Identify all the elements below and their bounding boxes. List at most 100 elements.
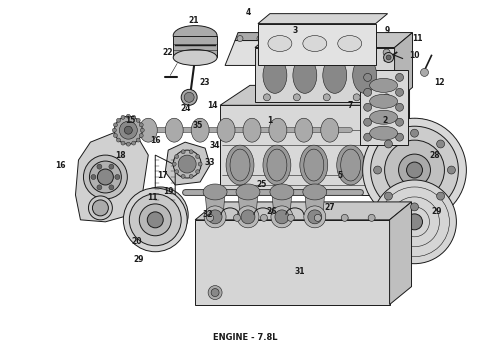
Ellipse shape: [261, 214, 268, 221]
Text: 33: 33: [205, 158, 215, 167]
Ellipse shape: [270, 184, 294, 200]
Ellipse shape: [395, 118, 404, 126]
Ellipse shape: [120, 121, 137, 139]
Ellipse shape: [323, 94, 330, 101]
Ellipse shape: [237, 206, 259, 228]
Ellipse shape: [114, 123, 118, 127]
Ellipse shape: [140, 128, 144, 132]
Ellipse shape: [207, 214, 214, 221]
Text: 3: 3: [292, 26, 297, 35]
Text: 20: 20: [131, 237, 142, 246]
Ellipse shape: [257, 36, 263, 41]
Ellipse shape: [241, 210, 255, 224]
Ellipse shape: [139, 118, 157, 142]
Ellipse shape: [268, 36, 292, 51]
Ellipse shape: [407, 162, 422, 178]
Text: 35: 35: [193, 121, 203, 130]
Polygon shape: [390, 202, 412, 305]
Ellipse shape: [208, 285, 222, 300]
Polygon shape: [380, 85, 410, 195]
Ellipse shape: [383, 94, 390, 101]
Ellipse shape: [364, 88, 371, 96]
Ellipse shape: [126, 142, 130, 146]
Ellipse shape: [109, 164, 114, 169]
Text: 21: 21: [188, 16, 198, 25]
Ellipse shape: [203, 184, 227, 200]
Ellipse shape: [173, 26, 217, 45]
Ellipse shape: [147, 212, 163, 228]
Polygon shape: [360, 71, 408, 145]
Text: 10: 10: [409, 51, 420, 60]
Ellipse shape: [304, 206, 326, 228]
Ellipse shape: [126, 114, 130, 118]
Text: 11: 11: [412, 34, 423, 43]
Ellipse shape: [364, 133, 371, 141]
Ellipse shape: [217, 118, 235, 142]
Ellipse shape: [364, 103, 371, 111]
Ellipse shape: [191, 118, 209, 142]
Text: 12: 12: [434, 78, 445, 87]
Ellipse shape: [117, 138, 121, 142]
Text: 32: 32: [203, 210, 213, 219]
Ellipse shape: [165, 118, 183, 142]
Ellipse shape: [317, 36, 323, 41]
Text: 11: 11: [147, 193, 157, 202]
Ellipse shape: [198, 162, 202, 166]
Polygon shape: [220, 85, 410, 105]
Polygon shape: [255, 32, 413, 48]
Polygon shape: [225, 41, 335, 66]
Ellipse shape: [321, 118, 339, 142]
Ellipse shape: [115, 175, 120, 180]
Polygon shape: [75, 132, 148, 222]
Ellipse shape: [181, 150, 185, 154]
Text: 2: 2: [382, 116, 387, 125]
Ellipse shape: [93, 200, 108, 216]
Ellipse shape: [172, 162, 176, 166]
Ellipse shape: [395, 73, 404, 81]
Ellipse shape: [407, 214, 422, 230]
Text: 26: 26: [267, 207, 277, 216]
Ellipse shape: [323, 58, 347, 93]
Ellipse shape: [264, 94, 270, 101]
Ellipse shape: [114, 116, 142, 144]
Ellipse shape: [114, 134, 118, 138]
Polygon shape: [165, 142, 210, 185]
Ellipse shape: [420, 68, 428, 76]
Ellipse shape: [297, 36, 303, 41]
Text: 23: 23: [200, 78, 210, 87]
Ellipse shape: [303, 184, 327, 200]
Ellipse shape: [174, 170, 179, 174]
Ellipse shape: [369, 94, 397, 108]
Text: 14: 14: [207, 101, 218, 110]
Text: 18: 18: [115, 150, 125, 159]
Ellipse shape: [277, 36, 283, 41]
Ellipse shape: [411, 203, 418, 211]
Ellipse shape: [139, 123, 143, 127]
Ellipse shape: [263, 58, 287, 93]
Ellipse shape: [117, 118, 121, 122]
Ellipse shape: [338, 36, 362, 51]
Text: 9: 9: [385, 26, 390, 35]
Ellipse shape: [364, 118, 371, 126]
Text: 29: 29: [431, 207, 441, 216]
Ellipse shape: [300, 145, 328, 185]
Ellipse shape: [374, 166, 382, 174]
Ellipse shape: [139, 134, 143, 138]
Text: 27: 27: [324, 203, 335, 212]
Polygon shape: [235, 32, 338, 41]
Ellipse shape: [369, 78, 397, 92]
Ellipse shape: [129, 194, 181, 246]
FancyBboxPatch shape: [173, 36, 217, 58]
Polygon shape: [195, 202, 412, 220]
Ellipse shape: [208, 210, 222, 224]
Ellipse shape: [112, 128, 116, 132]
Ellipse shape: [136, 138, 140, 142]
Text: ENGINE - 7.8L: ENGINE - 7.8L: [213, 333, 277, 342]
Polygon shape: [255, 48, 394, 102]
Ellipse shape: [138, 193, 182, 237]
Ellipse shape: [98, 169, 113, 185]
Ellipse shape: [353, 94, 360, 101]
Polygon shape: [394, 32, 413, 102]
Ellipse shape: [303, 36, 327, 51]
Ellipse shape: [263, 145, 291, 185]
